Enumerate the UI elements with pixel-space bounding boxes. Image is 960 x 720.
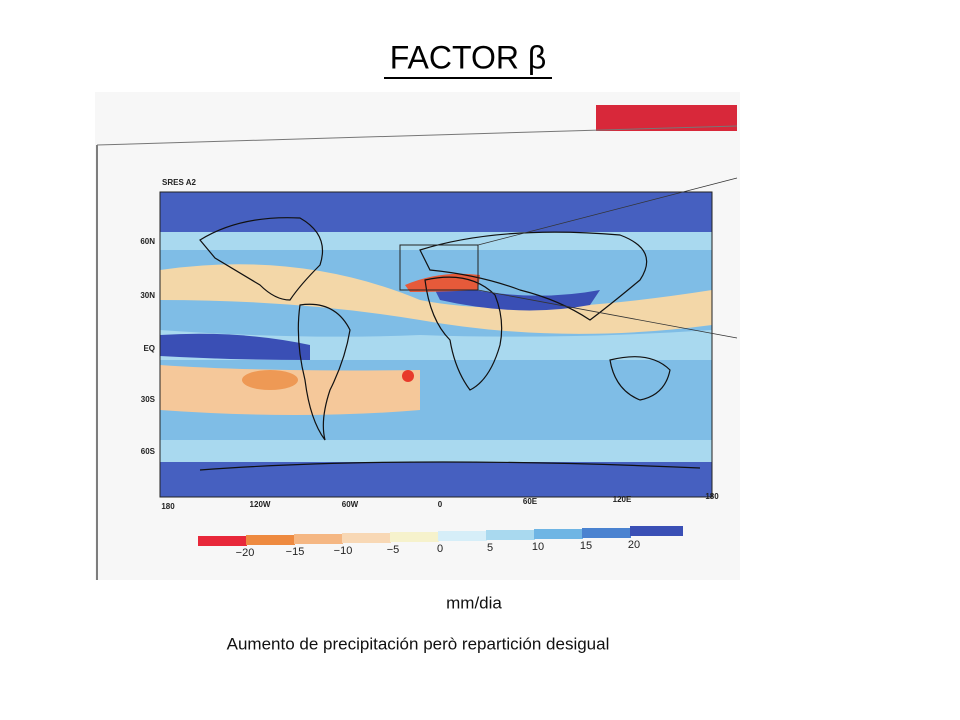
lon-label: 120E — [613, 495, 632, 504]
band — [242, 370, 298, 390]
coast — [297, 303, 351, 441]
unit-label: mm/dia — [446, 593, 502, 612]
zoom-line — [477, 289, 738, 339]
colorbar-swatch — [438, 531, 487, 541]
band — [160, 440, 712, 462]
caption: Aumento de precipitación però repartició… — [227, 634, 610, 653]
colorbar-swatch — [246, 535, 295, 545]
band — [160, 462, 712, 497]
colorbar-label: 5 — [487, 542, 493, 554]
colorbar-swatch — [486, 530, 535, 540]
lon-label: 60E — [523, 497, 538, 506]
colorbar-label: −20 — [236, 547, 255, 559]
title: FACTOR β — [390, 39, 547, 75]
colorbar-swatch — [342, 533, 391, 543]
band — [160, 365, 420, 415]
focus-box — [399, 244, 479, 291]
lon-label: 60W — [342, 500, 359, 509]
band — [160, 264, 712, 334]
colorbar-label: −15 — [286, 546, 305, 558]
band — [402, 370, 414, 382]
lat-label: EQ — [143, 344, 155, 353]
lon-label: 120W — [250, 500, 271, 509]
colorbar-label: −10 — [334, 545, 353, 557]
colorbar — [198, 526, 683, 546]
band — [160, 333, 310, 360]
colorbar-label: 0 — [437, 543, 443, 555]
coast — [199, 461, 701, 471]
coast — [609, 356, 671, 401]
map-label: SRES A2 — [162, 178, 196, 187]
precip-map — [159, 191, 713, 498]
colorbar-swatch — [390, 532, 439, 542]
lat-label: 30S — [141, 395, 156, 404]
zoom-line — [477, 177, 738, 246]
colorbar-swatch — [582, 528, 631, 538]
lat-label: 60S — [141, 447, 156, 456]
colorbar-swatch — [534, 529, 583, 539]
lat-label: 30N — [140, 291, 155, 300]
colorbar-label: 15 — [580, 540, 592, 552]
map-frame — [159, 191, 713, 498]
coast — [419, 231, 648, 321]
colorbar-label: −5 — [387, 544, 400, 556]
colorbar-swatch — [294, 534, 343, 544]
lon-label: 0 — [438, 500, 443, 509]
colorbar-swatch — [630, 526, 683, 536]
lon-label: 180 — [705, 492, 719, 501]
lon-label: 180 — [161, 502, 175, 511]
coast — [199, 217, 324, 301]
lat-label: 60N — [140, 237, 155, 246]
colorbar-swatch — [198, 536, 247, 546]
band — [160, 232, 712, 250]
colorbar-label: 10 — [532, 541, 544, 553]
band — [160, 192, 712, 232]
page-edge — [96, 125, 738, 146]
colorbar-label: 20 — [628, 539, 640, 551]
coast — [424, 276, 503, 391]
